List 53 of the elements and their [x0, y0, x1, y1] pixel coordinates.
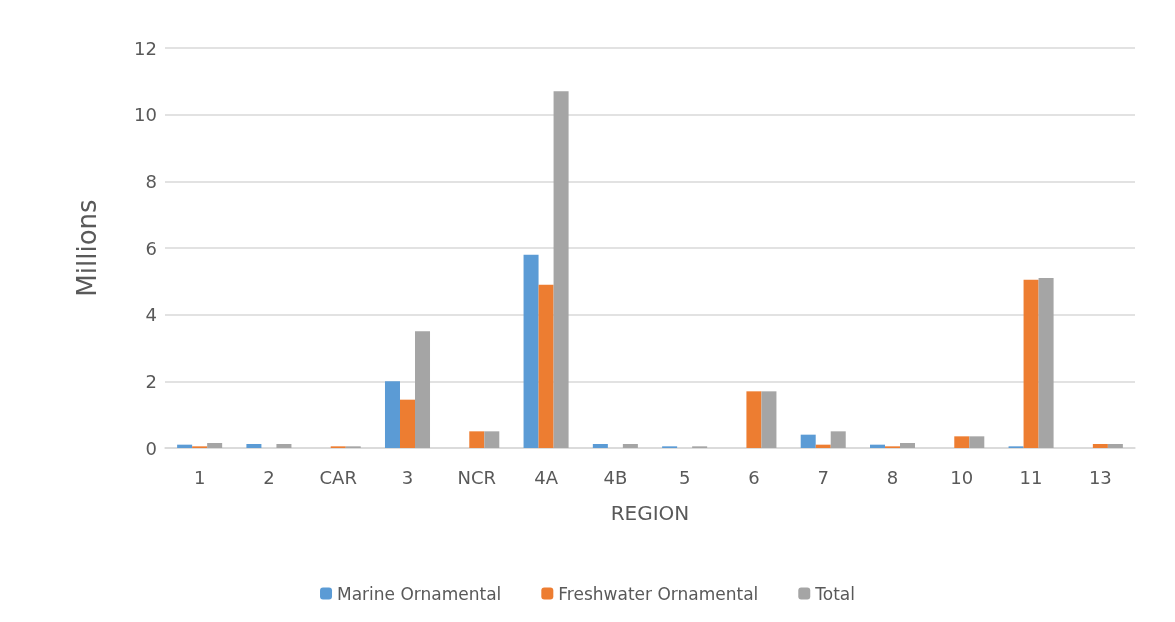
bar — [553, 91, 569, 448]
bar — [815, 444, 831, 448]
x-tick-label: 5 — [678, 466, 691, 488]
bar — [830, 431, 846, 448]
y-tick-label: 12 — [134, 37, 157, 59]
y-tick-label: 10 — [134, 104, 157, 126]
bar — [1038, 278, 1054, 448]
x-tick-label: 1 — [193, 466, 206, 488]
bar — [523, 254, 539, 448]
bar — [969, 436, 985, 448]
x-tick-label: 13 — [1088, 466, 1112, 488]
legend-label: Freshwater Ornamental — [558, 583, 759, 604]
bar — [800, 434, 816, 448]
x-tick-label: 2 — [263, 466, 275, 488]
y-tick-label: 2 — [145, 370, 157, 392]
bar — [469, 431, 485, 448]
x-tick-label: 10 — [950, 466, 974, 488]
bar — [484, 431, 500, 448]
x-tick-label: NCR — [457, 466, 497, 488]
x-tick-label: CAR — [319, 466, 357, 488]
bar — [592, 444, 608, 448]
y-tick-label: 0 — [145, 437, 157, 459]
bar — [761, 391, 777, 448]
bar — [415, 331, 431, 448]
bar — [869, 444, 885, 448]
bar — [622, 444, 638, 448]
y-tick-label: 8 — [145, 170, 157, 192]
bar — [746, 391, 762, 448]
bar — [1092, 444, 1108, 448]
bar — [900, 443, 916, 448]
x-tick-label: 7 — [817, 466, 829, 488]
bar — [246, 444, 262, 448]
bar — [384, 381, 400, 448]
bar — [1107, 444, 1123, 448]
bar — [276, 444, 292, 448]
legend-label: Marine Ornamental — [337, 583, 502, 604]
y-axis-title: Millions — [72, 199, 102, 297]
y-tick-label: 6 — [145, 237, 157, 259]
x-tick-label: 11 — [1019, 466, 1043, 488]
x-tick-label: 4A — [534, 466, 559, 488]
bar — [399, 399, 416, 448]
bar — [177, 444, 193, 448]
x-axis-title: REGION — [610, 501, 690, 525]
legend-label: Total — [814, 583, 855, 604]
y-tick-label: 4 — [145, 304, 157, 326]
x-tick-label: 4B — [603, 466, 628, 488]
x-tick-label: 8 — [886, 466, 899, 488]
bar — [538, 284, 554, 448]
bar — [207, 443, 223, 448]
bar — [1023, 279, 1039, 448]
x-tick-label: 6 — [748, 466, 760, 488]
bar — [954, 436, 970, 448]
x-tick-label: 3 — [401, 466, 414, 488]
